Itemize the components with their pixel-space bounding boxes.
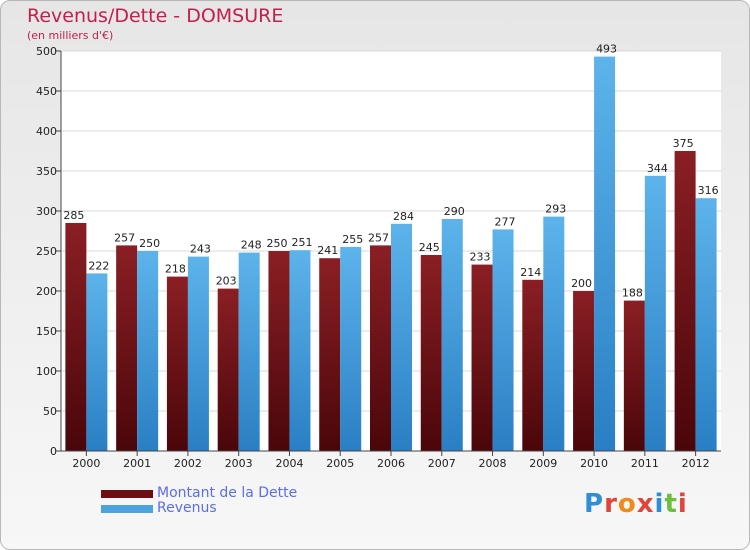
x-tick-label: 2003: [225, 457, 253, 470]
bar-revenus: [137, 251, 159, 451]
logo-letter: t: [664, 489, 678, 519]
value-label-dette: 257: [368, 231, 389, 244]
bar-revenus: [391, 223, 412, 451]
bar-dette: [471, 264, 493, 451]
value-label-revenus: 284: [393, 210, 414, 223]
x-tick-label: 2006: [377, 457, 405, 470]
bar-revenus: [187, 256, 209, 451]
legend-swatch-dette: [101, 490, 153, 498]
bar-revenus: [543, 216, 565, 451]
x-tick-label: 2005: [326, 457, 354, 470]
x-tick-label: 2001: [123, 457, 151, 470]
x-tick-label: 2000: [72, 457, 100, 470]
value-label-revenus: 251: [291, 236, 312, 249]
y-tick-label: 0: [50, 445, 57, 458]
bars: [65, 56, 717, 452]
bar-revenus: [289, 250, 311, 451]
logo-letter: i: [654, 489, 665, 519]
value-label-revenus: 255: [342, 233, 363, 246]
bar-dette: [116, 245, 138, 451]
x-tick-label: 2010: [580, 457, 608, 470]
bar-dette: [420, 255, 442, 451]
y-tick-label: 500: [36, 45, 57, 58]
bar-revenus: [441, 219, 463, 451]
bar-revenus: [340, 247, 362, 451]
bar-dette: [623, 300, 645, 451]
value-label-dette: 218: [165, 263, 186, 276]
y-tick-label: 400: [36, 125, 57, 138]
value-label-revenus: 316: [698, 184, 719, 197]
value-label-revenus: 293: [545, 203, 566, 216]
value-label-dette: 245: [419, 241, 440, 254]
value-label-revenus: 344: [647, 162, 668, 175]
bar-revenus: [238, 252, 260, 451]
x-tick-label: 2007: [428, 457, 456, 470]
y-tick-label: 450: [36, 85, 57, 98]
y-tick-label: 150: [36, 325, 57, 338]
value-label-dette: 188: [622, 287, 643, 300]
bar-dette: [65, 223, 87, 451]
axes: 0 50 100 150 200 250 300 350 400 450 500 2000 2001 20…: [36, 45, 721, 470]
value-label-revenus: 250: [139, 237, 160, 250]
y-tick-label: 300: [36, 205, 57, 218]
y-tick-label: 50: [43, 405, 57, 418]
bar-revenus: [492, 229, 514, 451]
value-label-dette: 203: [216, 275, 237, 288]
value-label-revenus: 243: [190, 243, 211, 256]
value-label-revenus: 248: [241, 239, 262, 252]
bar-revenus: [644, 175, 666, 452]
y-tick-label: 250: [36, 245, 57, 258]
value-label-dette: 250: [266, 237, 287, 250]
legend-label-dette: Montant de la Dette: [157, 485, 298, 501]
value-label-dette: 375: [673, 137, 694, 150]
chart-title: Revenus/Dette - DOMSURE: [27, 5, 284, 27]
bar-revenus: [86, 273, 108, 451]
logo-letter: r: [604, 489, 618, 519]
bar-dette: [370, 245, 391, 451]
x-tick-label: 2002: [174, 457, 202, 470]
logo-letter: o: [617, 489, 637, 519]
value-label-revenus: 222: [88, 259, 109, 272]
logo-letter: i: [677, 489, 688, 519]
x-tick-label: 2009: [529, 457, 557, 470]
y-tick-label: 350: [36, 165, 57, 178]
logo-letter: P: [584, 489, 605, 519]
legend-label-revenus: Revenus: [157, 500, 217, 516]
x-tick-label: 2008: [479, 457, 507, 470]
bar-dette: [166, 276, 188, 451]
chart-subtitle: (en milliers d'€): [27, 29, 114, 42]
value-label-dette: 214: [520, 266, 541, 279]
bar-dette: [268, 251, 290, 451]
bar-revenus: [594, 56, 616, 451]
value-label-revenus: 290: [444, 205, 465, 218]
value-labels: 285 222 257 250 218 243 203 248 250 251 241 255 257 2…: [63, 43, 718, 300]
value-label-dette: 257: [114, 231, 135, 244]
y-tick-label: 100: [36, 365, 57, 378]
proxiti-logo: Proxiti: [584, 489, 688, 519]
value-label-revenus: 277: [495, 215, 516, 228]
legend-swatch-revenus: [101, 505, 153, 513]
value-label-dette: 241: [317, 244, 338, 257]
value-label-dette: 285: [63, 209, 84, 222]
value-label-revenus: 493: [596, 43, 617, 56]
x-tick-label: 2004: [275, 457, 303, 470]
logo-letter: x: [636, 489, 655, 519]
x-tick-label: 2012: [682, 457, 710, 470]
bar-revenus: [695, 198, 717, 451]
bar-dette: [573, 291, 595, 451]
bar-dette: [522, 279, 544, 451]
y-tick-label: 200: [36, 285, 57, 298]
x-tick-label: 2011: [631, 457, 659, 470]
value-label-dette: 200: [571, 277, 592, 290]
bar-dette: [217, 288, 239, 451]
value-label-dette: 233: [470, 251, 491, 264]
bar-dette: [674, 151, 696, 451]
bar-dette: [319, 258, 341, 451]
